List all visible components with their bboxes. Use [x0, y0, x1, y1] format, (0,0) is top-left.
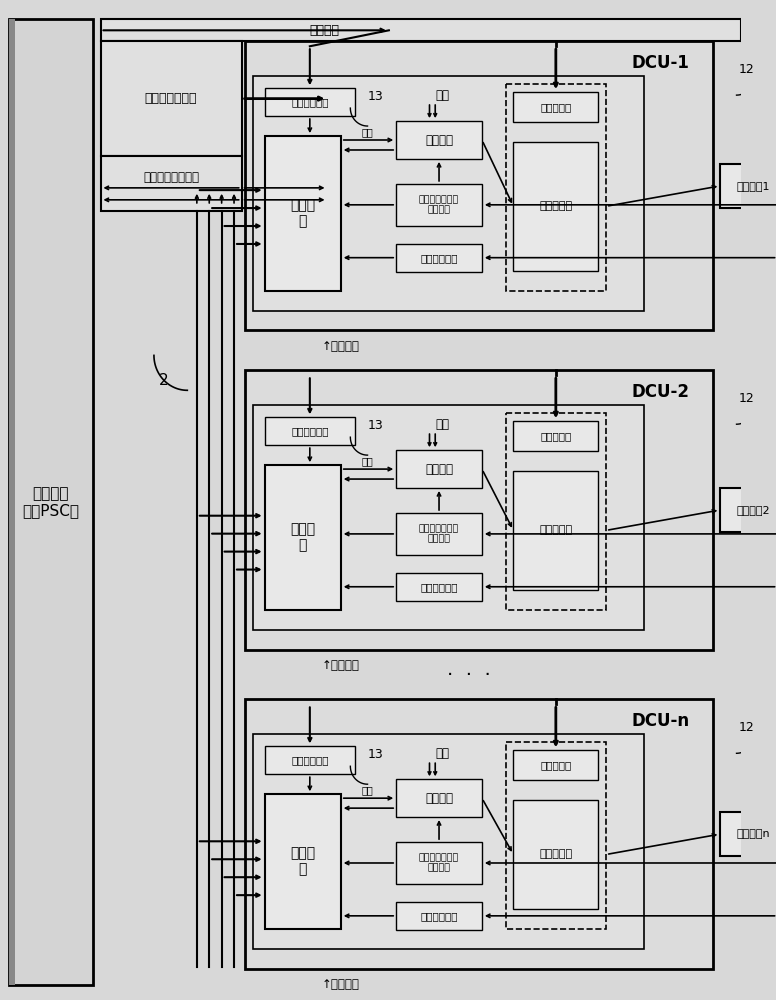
Text: 13: 13 [367, 748, 383, 761]
Text: 2: 2 [158, 373, 168, 388]
Text: 安全继电器: 安全继电器 [539, 525, 573, 535]
Text: 硬线盘测模块: 硬线盘测模块 [291, 426, 328, 436]
Bar [245, 699, 712, 969]
Bar [9, 19, 93, 985]
Bar [245, 41, 712, 330]
Bar [396, 573, 482, 601]
Text: 安全继电器: 安全继电器 [539, 201, 573, 211]
Bar [514, 750, 598, 780]
Text: 电流采样及过流
保护电路: 电流采样及过流 保护电路 [419, 195, 459, 215]
Bar [514, 471, 598, 590]
Bar [514, 92, 598, 122]
Text: 12: 12 [738, 721, 754, 734]
Bar [720, 812, 776, 856]
Text: 控制: 控制 [362, 127, 373, 137]
Bar [396, 184, 482, 226]
Text: 其他指令、信号: 其他指令、信号 [145, 92, 197, 105]
Text: 硬线控制: 硬线控制 [310, 24, 340, 37]
Bar [265, 794, 341, 929]
Bar [396, 244, 482, 272]
Bar [9, 19, 15, 985]
Text: 直流电机1: 直流电机1 [737, 181, 771, 191]
Text: 控制: 控制 [362, 785, 373, 795]
Text: 电流采样及过流
保护电路: 电流采样及过流 保护电路 [419, 853, 459, 873]
Text: 电源: 电源 [436, 89, 450, 102]
Text: 电流采样及过流
保护电路: 电流采样及过流 保护电路 [419, 524, 459, 544]
Text: 速度反馈电路: 速度反馈电路 [421, 582, 458, 592]
Text: ·  ·  ·: · · · [447, 666, 490, 685]
Text: 13: 13 [367, 90, 383, 103]
Bar [514, 800, 598, 909]
Text: 微控制
器: 微控制 器 [290, 198, 315, 228]
Text: 12: 12 [738, 63, 754, 76]
Bar [514, 142, 598, 271]
Text: 12: 12 [738, 392, 754, 405]
Text: 速度反馈电路: 速度反馈电路 [421, 253, 458, 263]
Text: 驱动电路: 驱动电路 [425, 792, 453, 805]
Text: ↑其他信号: ↑其他信号 [322, 659, 360, 672]
Text: ↑其他信号: ↑其他信号 [322, 978, 360, 991]
Text: 继电器线圈: 继电器线圈 [540, 760, 571, 770]
Text: ↑其他信号: ↑其他信号 [322, 340, 360, 353]
Bar [265, 88, 355, 116]
Bar [253, 76, 644, 311]
Bar [265, 465, 341, 610]
Bar [506, 413, 606, 610]
Bar [265, 417, 355, 445]
Bar [265, 136, 341, 291]
Bar [101, 19, 741, 41]
Text: 13: 13 [367, 419, 383, 432]
Text: 电源: 电源 [436, 747, 450, 760]
Bar [396, 450, 482, 488]
Text: 驱动电路: 驱动电路 [425, 463, 453, 476]
Text: 继电器线圈: 继电器线圈 [540, 431, 571, 441]
Bar [253, 734, 644, 949]
Bar [506, 84, 606, 291]
Bar [720, 164, 776, 208]
Bar [396, 513, 482, 555]
Bar [396, 779, 482, 817]
Text: 微控制
器: 微控制 器 [290, 846, 315, 877]
Text: DCU-1: DCU-1 [632, 54, 689, 72]
Bar [245, 370, 712, 650]
Text: 直流电机2: 直流电机2 [737, 505, 771, 515]
Text: DCU-n: DCU-n [631, 712, 689, 730]
Text: 通信（双路兑余）: 通信（双路兑余） [143, 171, 199, 184]
Bar [101, 156, 241, 211]
Text: 控制: 控制 [362, 456, 373, 466]
Text: 硬线盘测模块: 硬线盘测模块 [291, 755, 328, 765]
Bar [396, 121, 482, 159]
Text: DCU-2: DCU-2 [631, 383, 689, 401]
Bar [506, 742, 606, 929]
Bar [253, 405, 644, 630]
Bar [514, 421, 598, 451]
Text: 微控制
器: 微控制 器 [290, 522, 315, 552]
Text: 驱动电路: 驱动电路 [425, 134, 453, 147]
Text: 电源: 电源 [436, 418, 450, 431]
Text: 速度反馈电路: 速度反馈电路 [421, 911, 458, 921]
Text: 直流电机n: 直流电机n [737, 829, 771, 839]
Text: 硬线盘测模块: 硬线盘测模块 [291, 97, 328, 107]
Bar [720, 488, 776, 532]
Text: 安全继电器: 安全继电器 [539, 850, 573, 860]
Bar [265, 746, 355, 774]
Text: 中央控制
盘（PSC）: 中央控制 盘（PSC） [23, 486, 79, 518]
Bar [396, 902, 482, 930]
Text: 继电器线圈: 继电器线圈 [540, 102, 571, 112]
Bar [396, 842, 482, 884]
Bar [101, 41, 241, 156]
